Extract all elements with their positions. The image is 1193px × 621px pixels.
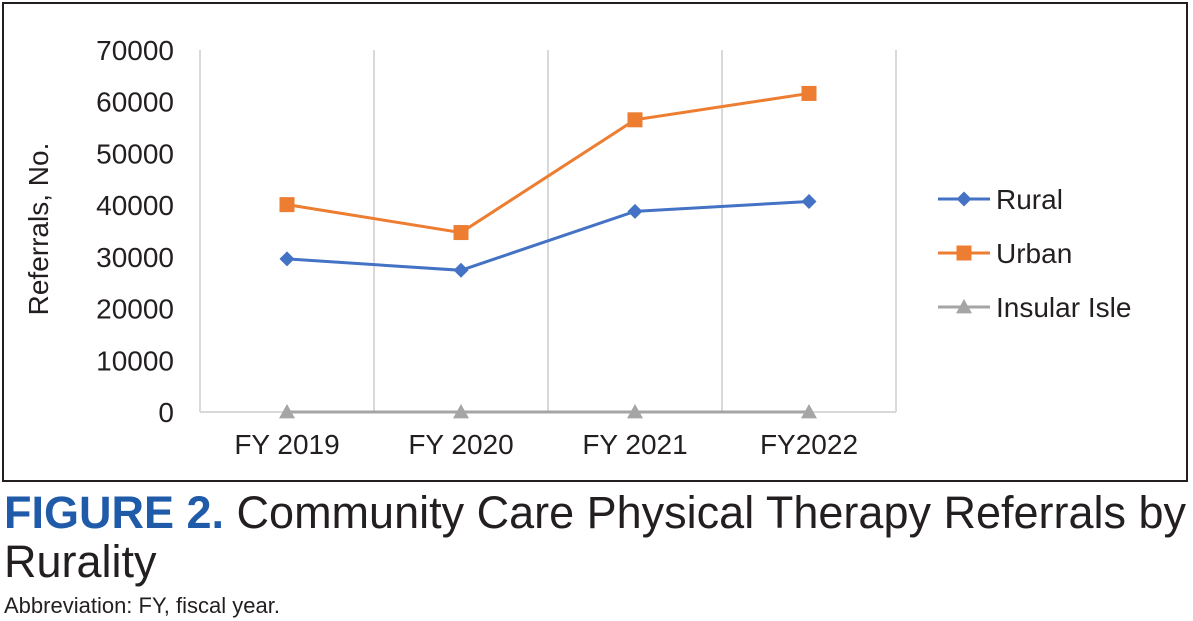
data-point-rural — [279, 251, 295, 267]
y-tick-label: 30000 — [96, 242, 174, 273]
x-tick-label: FY 2020 — [408, 429, 513, 460]
series-line-rural — [286, 200, 810, 272]
y-tick-label: 20000 — [96, 294, 174, 325]
figure-title: Community Care Physical Therapy Referral… — [4, 487, 1187, 587]
data-point-urban — [279, 197, 295, 213]
abbreviation-note: Abbreviation: FY, fiscal year. — [4, 593, 280, 618]
y-tick-label: 40000 — [96, 190, 174, 221]
line-chart: 0 10000 20000 30000 40000 50000 60000 70000 FY 2… — [23, 35, 1131, 460]
data-point-insular-isle — [801, 404, 817, 419]
chart-frame: 0 10000 20000 30000 40000 50000 60000 70000 FY 2… — [2, 2, 1188, 482]
data-point-rural — [801, 194, 817, 210]
data-point-insular-isle — [279, 404, 295, 419]
data-point-urban — [453, 225, 469, 241]
y-axis-label: Referrals, No. — [23, 143, 54, 316]
legend-marker-urban — [956, 245, 972, 261]
series-line-urban — [286, 91, 810, 235]
data-point-urban — [627, 112, 643, 128]
data-point-insular-isle — [453, 404, 469, 419]
y-tick-label: 0 — [158, 397, 174, 428]
legend-label-urban: Urban — [996, 238, 1072, 269]
y-tick-label: 50000 — [96, 138, 174, 169]
figure-caption: FIGURE 2. Community Care Physical Therap… — [4, 488, 1189, 586]
legend-marker-rural — [956, 191, 972, 207]
figure-label: FIGURE 2. — [4, 487, 225, 538]
x-tick-label: FY 2021 — [582, 429, 687, 460]
x-tick-label: FY2022 — [760, 429, 858, 460]
data-point-urban — [801, 85, 817, 101]
legend-marker-insular-isle — [956, 299, 972, 314]
y-tick-label: 60000 — [96, 87, 174, 118]
legend-label-rural: Rural — [996, 184, 1063, 215]
data-point-rural — [453, 262, 469, 278]
legend-label-insular-isle: Insular Isle — [996, 292, 1131, 323]
y-tick-label: 10000 — [96, 345, 174, 376]
x-tick-label: FY 2019 — [234, 429, 339, 460]
data-point-insular-isle — [627, 404, 643, 419]
data-point-rural — [627, 203, 643, 219]
y-tick-label: 70000 — [96, 35, 174, 66]
